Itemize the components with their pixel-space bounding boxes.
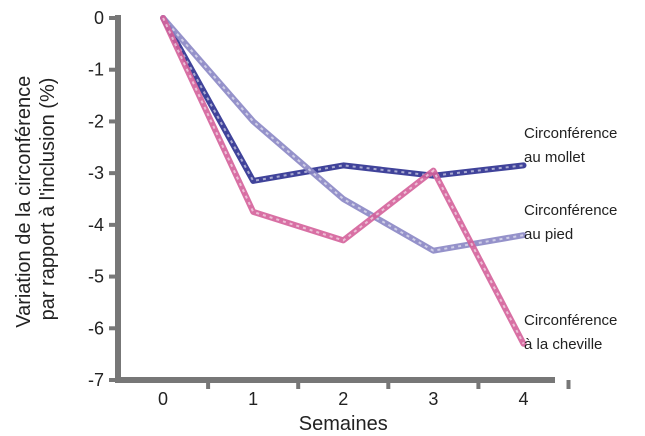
- series-line-texture: [162, 17, 524, 252]
- x-tick-label: 4: [518, 389, 528, 409]
- x-ticks: 0 1 2 3 4: [158, 380, 571, 409]
- x-axis-title: Semaines: [299, 413, 388, 435]
- series-lines: [160, 15, 527, 347]
- y-tick-label: -6: [88, 318, 104, 338]
- y-tick-label: -1: [88, 60, 104, 80]
- y-tick-label: -7: [88, 370, 104, 390]
- series-line: [160, 15, 527, 347]
- y-axis-title: Variation de la circonférence par rappor…: [13, 70, 59, 328]
- series-label: au pied: [524, 226, 573, 243]
- y-tick-label: -3: [88, 163, 104, 183]
- y-tick-label: 0: [94, 8, 104, 28]
- series-labels: Circonférence au mollet Circonférence au pi…: [524, 125, 617, 353]
- y-tick-label: -5: [88, 267, 104, 287]
- series-line-texture: [162, 17, 525, 345]
- series-line: [160, 15, 527, 184]
- y-axis-title-line-1: Variation de la circonférence: [13, 76, 35, 328]
- x-tick-label: 2: [338, 389, 348, 409]
- x-tick-label: 3: [428, 389, 438, 409]
- axes: [115, 15, 555, 383]
- series-label: Circonférence: [524, 125, 617, 142]
- y-tick-label: -2: [88, 111, 104, 131]
- series-label: au mollet: [524, 149, 586, 166]
- series-label: Circonférence: [524, 312, 617, 329]
- x-tick-label: 0: [158, 389, 168, 409]
- y-axis-title-line-2: par rapport à l'inclusion (%): [37, 78, 59, 321]
- series-label: Circonférence: [524, 202, 617, 219]
- series-label: à la cheville: [524, 336, 602, 353]
- x-tick-label: 1: [248, 389, 258, 409]
- y-ticks: 0 -1 -2 -3 -4 -5 -6 -7: [88, 8, 118, 390]
- series-line-texture: [162, 17, 524, 183]
- y-tick-label: -4: [88, 215, 104, 235]
